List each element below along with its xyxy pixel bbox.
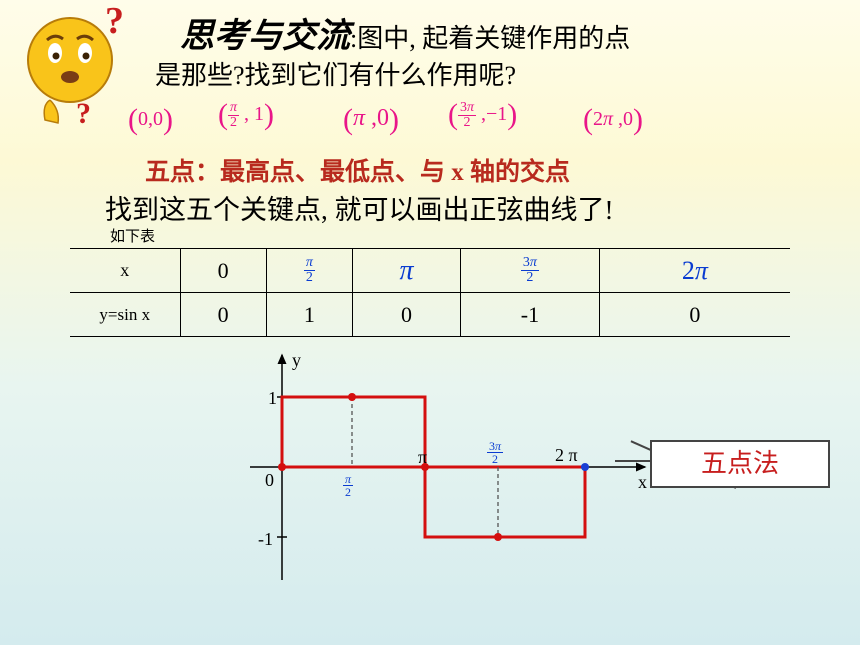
- cell-x-2: π: [353, 249, 461, 293]
- table-row: y=sin x 0 1 0 -1 0: [70, 293, 790, 337]
- x-tick-pi2: π2: [343, 473, 353, 498]
- y-tick-neg1: -1: [258, 529, 273, 550]
- key-points-row: (0,0) (π2 , 1) (π ,0) (3π2 ,−1) (2π ,0): [128, 98, 778, 148]
- sine-chart: [250, 345, 670, 595]
- origin-label: 0: [265, 470, 274, 491]
- slide-title: 思考与交流:图中, 起着关键作用的点: [180, 8, 630, 57]
- svg-text:?: ?: [76, 97, 91, 125]
- cell-x-1: π2: [266, 249, 352, 293]
- svg-text:?: ?: [105, 5, 124, 42]
- x-axis-label: x: [638, 472, 647, 493]
- point-3: (3π2 ,−1): [448, 98, 517, 132]
- thinking-face-icon: ? ?: [10, 5, 130, 125]
- x-tick-2pi: 2 π: [555, 445, 578, 466]
- table-caption: 如下表: [110, 225, 155, 246]
- point-0: (0,0): [128, 103, 173, 137]
- cell-y-2: 0: [353, 293, 461, 337]
- cell-y-0: 0: [180, 293, 266, 337]
- point-4: (2π ,0): [583, 103, 643, 137]
- y-tick-1: 1: [268, 388, 277, 409]
- x-tick-pi: π: [418, 447, 427, 468]
- question-line-2: 是那些?找到它们有什么作用呢?: [155, 55, 516, 92]
- point-1: (π2 , 1): [218, 98, 274, 132]
- x-tick-3pi2: 3π2: [487, 440, 503, 465]
- row-x-label: x: [70, 249, 180, 293]
- cell-y-3: -1: [461, 293, 600, 337]
- cell-y-1: 1: [266, 293, 352, 337]
- cell-y-4: 0: [599, 293, 790, 337]
- cell-x-4: 2π: [599, 249, 790, 293]
- table-row: x 0 π2 π 3π2 2π: [70, 249, 790, 293]
- conclusion-text: 找到这五个关键点, 就可以画出正弦曲线了!: [105, 188, 614, 227]
- y-axis-label: y: [292, 350, 301, 371]
- cell-x-3: 3π2: [461, 249, 600, 293]
- five-points-description: 五点：最高点、最低点、与 x 轴的交点: [145, 152, 570, 188]
- row-y-label: y=sin x: [70, 293, 180, 337]
- point-2: (π ,0): [343, 103, 399, 137]
- method-label-box: 五点法: [650, 440, 830, 488]
- cell-x-0: 0: [180, 249, 266, 293]
- sine-values-table: x 0 π2 π 3π2 2π y=sin x 0 1 0 -1 0: [70, 248, 790, 337]
- callout-line-icon: [615, 460, 653, 462]
